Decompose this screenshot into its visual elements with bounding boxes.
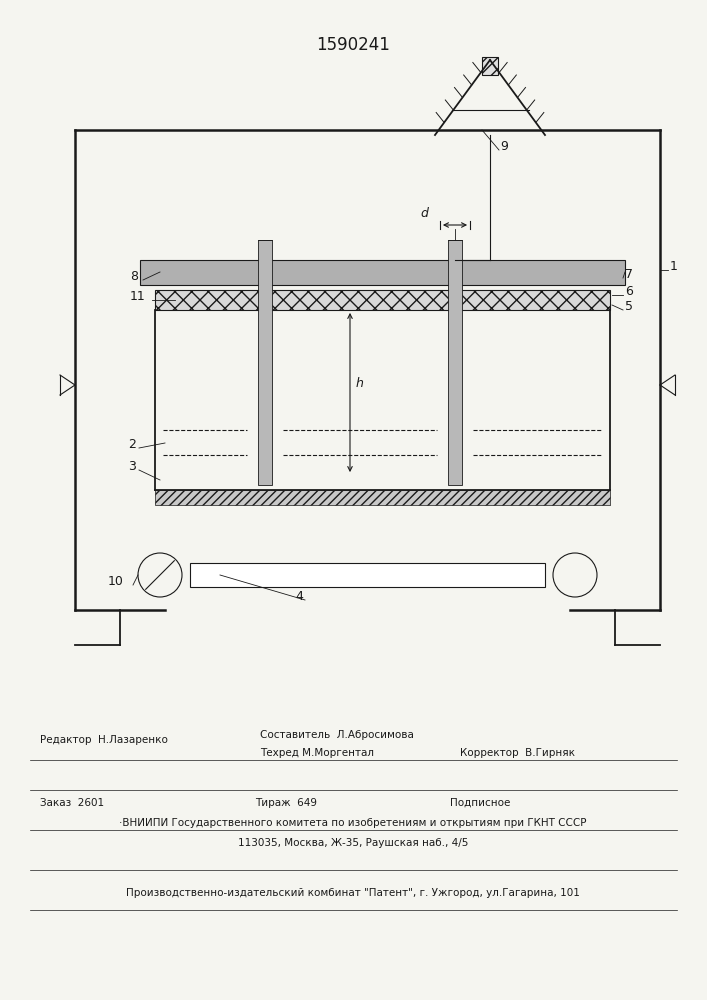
Bar [482, 57, 498, 75]
Text: 1590241: 1590241 [316, 36, 390, 54]
Text: Подписное: Подписное [450, 798, 510, 808]
Text: 5: 5 [625, 300, 633, 313]
Bar [155, 290, 610, 310]
Text: 6: 6 [625, 285, 633, 298]
Text: Производственно-издательский комбинат "Патент", г. Ужгород, ул.Гагарина, 101: Производственно-издательский комбинат "П… [126, 888, 580, 898]
Text: 113035, Москва, Ж-35, Раушская наб., 4/5: 113035, Москва, Ж-35, Раушская наб., 4/5 [238, 838, 468, 848]
Text: Заказ  2601: Заказ 2601 [40, 798, 104, 808]
Bar [448, 240, 462, 485]
Text: 4: 4 [295, 590, 303, 603]
Bar [190, 563, 545, 587]
Text: Тираж  649: Тираж 649 [255, 798, 317, 808]
Text: Корректор  В.Гирняк: Корректор В.Гирняк [460, 748, 575, 758]
Bar [258, 240, 272, 485]
Text: 11: 11 [130, 290, 146, 303]
Text: Составитель  Л.Абросимова: Составитель Л.Абросимова [260, 730, 414, 740]
Text: 8: 8 [130, 270, 138, 283]
Text: 7: 7 [625, 268, 633, 281]
Bar [140, 260, 625, 285]
Text: 10: 10 [108, 575, 124, 588]
Text: 9: 9 [500, 140, 508, 153]
Text: 3: 3 [128, 460, 136, 473]
Text: Техред М.Моргентал: Техред М.Моргентал [260, 748, 374, 758]
Bar [155, 490, 610, 505]
Text: d: d [420, 207, 428, 220]
Text: Редактор  Н.Лазаренко: Редактор Н.Лазаренко [40, 735, 168, 745]
Text: ·ВНИИПИ Государственного комитета по изобретениям и открытиям при ГКНТ СССР: ·ВНИИПИ Государственного комитета по изо… [119, 818, 587, 828]
Text: 1: 1 [670, 260, 678, 273]
Text: 2: 2 [128, 438, 136, 451]
Text: h: h [356, 377, 364, 390]
